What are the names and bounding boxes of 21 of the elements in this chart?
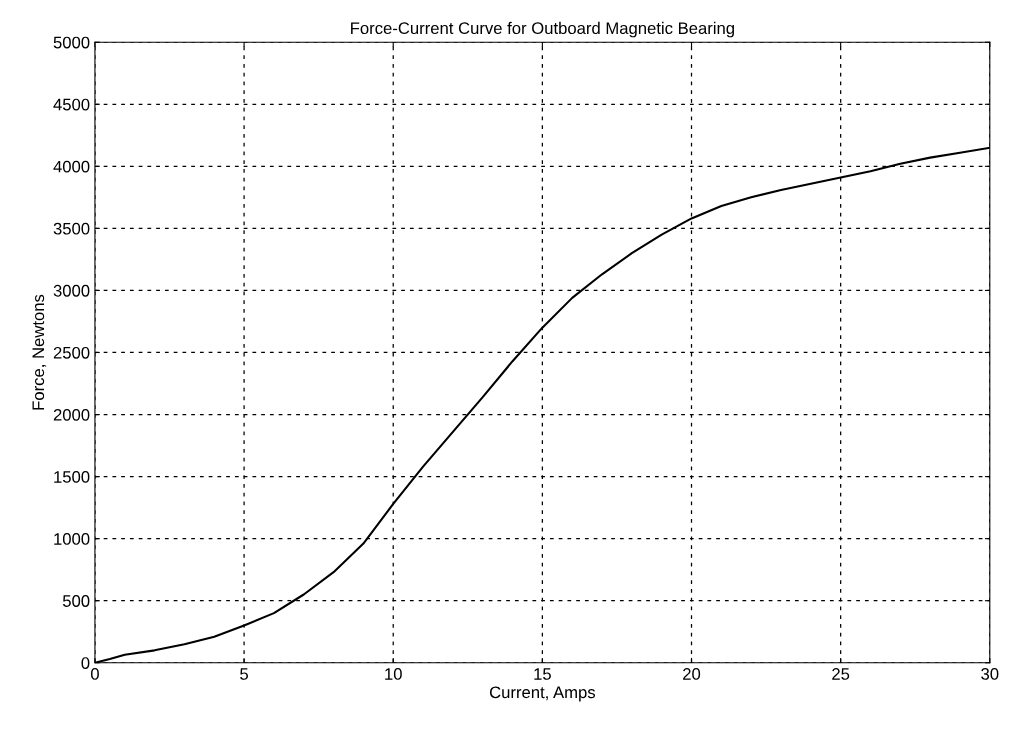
y-tick-label: 4000 — [53, 160, 90, 173]
y-tick-label: 5000 — [53, 36, 90, 49]
y-axis-title: Force, Newtons — [32, 294, 47, 410]
x-axis-title: Current, Amps — [489, 686, 596, 702]
y-tick-label: 1500 — [54, 471, 90, 483]
y-tick-label: 3500 — [53, 222, 90, 235]
y-tick-label: 0 — [81, 657, 90, 669]
chart-title: Force-Current Curve for Outboard Magnetic Bearing — [351, 21, 734, 38]
y-tick-label: 4500 — [53, 98, 90, 111]
x-tick-label: 30 — [981, 668, 999, 680]
y-tick-label: 1000 — [54, 533, 90, 545]
y-tick-label: 500 — [62, 595, 90, 607]
x-tick-label: 20 — [683, 668, 701, 680]
x-tick-label: 15 — [534, 668, 551, 680]
x-tick-label: 10 — [385, 668, 402, 680]
x-tick-label: 25 — [832, 668, 850, 680]
x-tick-label: 5 — [240, 668, 249, 680]
x-tick-label: 0 — [90, 668, 99, 680]
y-tick-label: 2500 — [53, 346, 90, 359]
y-tick-label: 2000 — [53, 408, 90, 421]
y-tick-label: 3000 — [53, 284, 90, 297]
